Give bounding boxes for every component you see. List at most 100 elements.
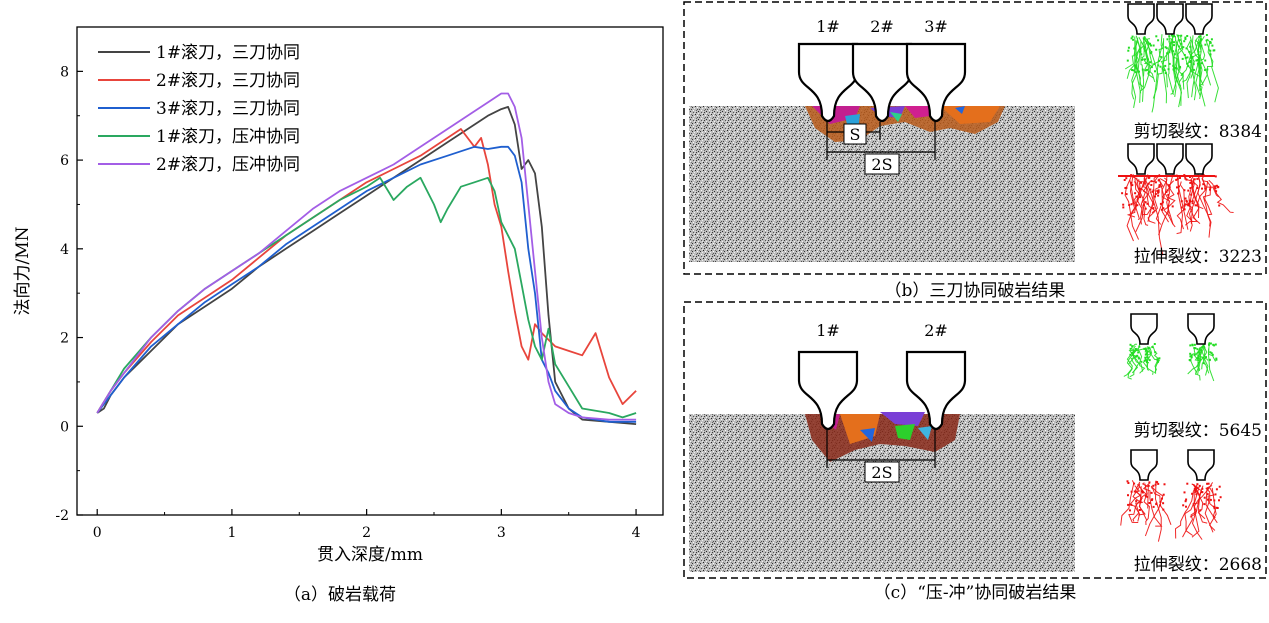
crack-dot <box>1122 203 1125 206</box>
x-tick-label: 4 <box>632 525 641 541</box>
x-tick-label: 0 <box>93 525 102 541</box>
caption-b-bg <box>850 279 1125 301</box>
mini-cutter-icon <box>1127 3 1155 35</box>
y-axis-label: 法向力/MN <box>13 226 33 315</box>
crack-trace <box>1142 174 1160 216</box>
crack-trace <box>1202 180 1213 216</box>
crack-trace <box>1197 174 1212 238</box>
crack-dot <box>1135 64 1138 67</box>
crack-dot <box>1142 204 1145 206</box>
crack-dot <box>1150 491 1153 494</box>
shear-count-c: 剪切裂纹：5645 <box>1134 421 1262 441</box>
crack-dot <box>1184 500 1187 503</box>
crack-trace <box>1131 40 1139 100</box>
legend-entry: 1#滚刀，压冲协同 <box>156 127 300 147</box>
crack-dot <box>1198 57 1200 60</box>
crack-dot <box>1193 343 1196 346</box>
crack-trace <box>1176 34 1184 71</box>
crack-dot <box>1211 353 1214 356</box>
crack-dot <box>1184 56 1187 59</box>
crack-dot <box>1189 352 1192 355</box>
crack-dot <box>1129 347 1132 350</box>
crack-trace <box>1201 178 1219 198</box>
panel-b: S 2S 1# 2# 3# 剪切裂纹：8384 拉伸裂纹：3223 （b）三刀协… <box>683 1 1267 301</box>
crack-trace <box>1129 180 1141 220</box>
crack-dot <box>1196 348 1199 351</box>
crack-dot <box>1215 358 1218 361</box>
crack-dot <box>1134 66 1137 69</box>
crack-dot <box>1160 208 1163 211</box>
crack-dot <box>1178 39 1181 42</box>
crack-dot <box>1144 348 1147 351</box>
crack-dot <box>1149 188 1152 191</box>
crack-dot <box>1156 360 1159 363</box>
crack-dot <box>1182 46 1185 49</box>
crack-dot <box>1143 347 1146 350</box>
crack-dot <box>1191 55 1194 58</box>
crack-dot <box>1138 187 1141 190</box>
crack-dot <box>1157 482 1160 485</box>
crack-dot <box>1127 482 1130 484</box>
plot-frame <box>76 26 664 516</box>
crack-dot <box>1202 183 1205 186</box>
crack-trace <box>1196 176 1206 210</box>
crack-dot <box>1159 202 1162 205</box>
crack-dot <box>1133 490 1136 493</box>
x-tick-label: 2 <box>362 525 371 541</box>
crack-dot <box>1176 177 1179 180</box>
crack-dot <box>1162 207 1165 210</box>
crack-dot <box>1202 361 1205 364</box>
crack-dot <box>1204 187 1207 190</box>
crack-dot <box>1205 34 1208 36</box>
crack-dot <box>1219 496 1222 499</box>
x-tick-label: 1 <box>227 525 236 541</box>
crack-dot <box>1162 493 1165 496</box>
crack-dot <box>1185 178 1188 181</box>
shear-crack-map-b <box>1124 3 1219 113</box>
cutter-icon <box>905 42 967 123</box>
crack-trace <box>1173 37 1183 108</box>
cutter-icon <box>851 42 913 123</box>
crack-dot <box>1132 69 1135 72</box>
load-chart: -2 0 2 4 6 8 0 1 2 3 4 1#滚刀，三刀协同 2#滚刀，三刀协同 3#滚刀，三刀协… <box>13 26 664 605</box>
crack-dot <box>1200 38 1202 41</box>
mini-cutter-icon <box>1185 3 1213 35</box>
crack-dot <box>1152 484 1155 487</box>
crack-dot <box>1198 484 1201 487</box>
crack-trace <box>1147 178 1164 224</box>
crack-dot <box>1167 184 1170 187</box>
crack-trace <box>1184 483 1199 536</box>
series-lines <box>96 92 637 425</box>
crack-dot <box>1191 492 1194 495</box>
crack-dot <box>1200 44 1203 47</box>
crack-dot <box>1160 56 1163 59</box>
crack-trace <box>1204 487 1215 533</box>
spacing-2s-label-b: 2S <box>871 155 892 174</box>
crack-dot <box>1121 192 1124 195</box>
crack-dot <box>1164 46 1167 49</box>
crack-dot <box>1124 187 1127 189</box>
crack-dot <box>1175 178 1178 181</box>
crack-dot <box>1168 35 1171 38</box>
crack-dot <box>1208 359 1211 362</box>
crack-dot <box>1157 189 1160 192</box>
crack-dot <box>1193 178 1196 181</box>
crack-dot <box>1209 351 1212 354</box>
mini-cutter-icon <box>1156 3 1184 35</box>
crack-dot <box>1167 68 1170 71</box>
crack-dot <box>1144 201 1147 204</box>
crack-dot <box>1157 64 1160 67</box>
crack-trace <box>1140 41 1145 102</box>
crack-dot <box>1188 359 1191 361</box>
crack-trace <box>1192 484 1208 524</box>
crack-dot <box>1147 484 1150 487</box>
crack-dot <box>1191 182 1194 185</box>
crack-dot <box>1183 208 1186 211</box>
crack-dot <box>1177 45 1180 48</box>
crack-dot <box>1126 480 1129 483</box>
crack-dot <box>1135 67 1138 70</box>
crack-dot <box>1186 482 1189 485</box>
crack-trace <box>1143 483 1150 526</box>
crack-dot <box>1156 358 1159 361</box>
